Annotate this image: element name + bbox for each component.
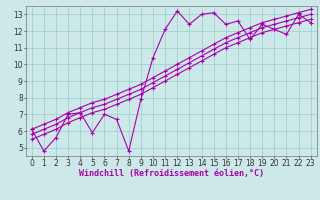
X-axis label: Windchill (Refroidissement éolien,°C): Windchill (Refroidissement éolien,°C) (79, 169, 264, 178)
